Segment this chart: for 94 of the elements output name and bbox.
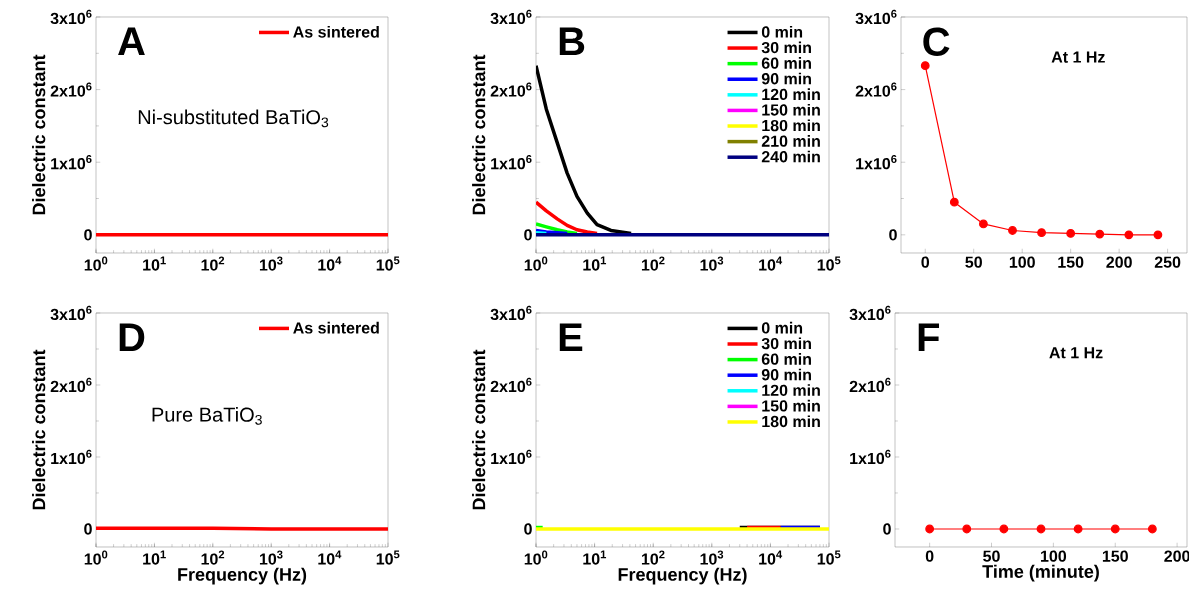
x-axis-title: Frequency (Hz) (178, 567, 307, 585)
x-tick-label: 10$^{0}$ (84, 256, 108, 271)
x-tick-label: 200 (1164, 550, 1189, 562)
x-tick-label: 10$^{1}$ (583, 256, 607, 271)
x-tick-label: 10$^{3}$ (700, 256, 724, 271)
legend-label: 120 min (762, 384, 820, 396)
x-axis-title: Time (minute) (982, 564, 1099, 582)
legend-label: 240 min (761, 150, 820, 163)
annotation: Pure BaTiO$_{3}$ (152, 407, 262, 425)
y-tick-label: 3x10$^{6}$ (849, 305, 891, 321)
legend-label: 150 min (762, 399, 820, 412)
y-tick-label: 1x10$^{6}$ (491, 155, 532, 170)
x-tick-label: 10$^{4}$ (318, 550, 342, 565)
y-tick-label: 0 (524, 229, 532, 241)
y-tick-label: 2x10$^{6}$ (490, 377, 532, 393)
x-tick-label: 10$^{1}$ (583, 550, 607, 565)
x-tick-label: 10$^{4}$ (759, 550, 783, 565)
y-tick-label: 3x10$^{6}$ (855, 9, 897, 25)
y-tick-label: 1x10$^{6}$ (491, 449, 532, 465)
x-tick-label: 0 (925, 550, 934, 562)
x-tick-label: 50 (965, 256, 982, 268)
y-tick-label: 1x10$^{6}$ (51, 449, 92, 465)
x-tick-label: 10$^{2}$ (641, 256, 665, 271)
x-tick-label: 10$^{3}$ (259, 550, 283, 565)
x-tick-label: 100 (1041, 550, 1067, 562)
x-tick-label: 10$^{5}$ (376, 550, 400, 565)
annotation: A (118, 27, 145, 56)
y-tick-label: 0 (524, 523, 532, 535)
annotation: At 1 Hz (1051, 51, 1105, 63)
x-tick-label: 10$^{5}$ (817, 550, 841, 565)
x-tick-label: 10$^{4}$ (318, 256, 342, 271)
x-tick-label: 10$^{3}$ (259, 256, 283, 271)
annotation: B (559, 27, 585, 56)
y-tick-label: 1x10$^{6}$ (850, 449, 891, 465)
y-tick-label: 3x10$^{6}$ (490, 9, 532, 25)
y-tick-label: 1x10$^{6}$ (51, 155, 92, 170)
x-tick-label: 10$^{2}$ (641, 550, 665, 565)
x-tick-label: 10$^{2}$ (201, 550, 225, 565)
annotation: C (923, 27, 950, 56)
x-tick-label: 10$^{0}$ (84, 550, 108, 565)
x-tick-label: 150 (1058, 256, 1084, 268)
y-axis-title: Dielectric constant (32, 54, 46, 215)
legend-label: 90 min (761, 72, 811, 85)
x-tick-label: 250 (1154, 256, 1181, 268)
legend-label: 0 min (761, 321, 803, 334)
x-tick-label: 10$^{5}$ (376, 256, 400, 271)
legend-label: As sintered (293, 25, 379, 38)
y-axis-title: Dielectric constant (32, 349, 46, 510)
legend-label: 120 min (762, 88, 820, 101)
x-tick-label: 10$^{4}$ (759, 256, 783, 271)
x-tick-label: 150 (1102, 550, 1128, 562)
legend-label: 30 min (761, 41, 811, 54)
x-tick-label: 10$^{3}$ (700, 550, 724, 565)
legend-label: 60 min (761, 353, 811, 365)
legend-label: 150 min (762, 103, 820, 116)
y-tick-label: 0 (84, 523, 92, 535)
legend-label: 90 min (761, 368, 811, 381)
annotation: D (119, 323, 145, 352)
legend-label: 30 min (761, 337, 811, 350)
y-axis-title: Dielectric constant (472, 54, 486, 215)
annotation: Ni-substituted BaTiO$_{3}$ (138, 109, 329, 128)
legend-label: As sintered (293, 321, 379, 334)
x-tick-label: 100 (1009, 256, 1035, 268)
x-tick-label: 10$^{0}$ (524, 550, 548, 565)
y-tick-label: 2x10$^{6}$ (50, 377, 92, 393)
legend-label: 180 min (762, 415, 820, 428)
y-tick-label: 0 (883, 523, 891, 535)
x-tick-label: 10$^{0}$ (524, 256, 548, 271)
legend-label: 0 min (761, 25, 803, 38)
x-tick-label: 200 (1106, 256, 1132, 268)
x-axis-title: Frequency (Hz) (618, 567, 747, 585)
annotation: At 1 Hz (1049, 347, 1103, 359)
legend-label: 180 min (762, 119, 820, 132)
x-tick-label: 10$^{1}$ (143, 256, 166, 271)
x-tick-label: 50 (983, 550, 1000, 562)
x-tick-label: 10$^{1}$ (143, 550, 166, 565)
y-tick-label: 3x10$^{6}$ (490, 305, 532, 321)
y-axis-title: Dielectric constant (472, 349, 486, 510)
y-tick-label: 0 (84, 229, 92, 241)
y-tick-label: 2x10$^{6}$ (855, 82, 897, 97)
legend-label: 60 min (761, 57, 811, 69)
y-tick-label: 3x10$^{6}$ (50, 9, 92, 25)
legend-label: 210 min (761, 135, 820, 147)
y-tick-label: 1x10$^{6}$ (856, 155, 897, 170)
y-tick-label: 3x10$^{6}$ (50, 305, 92, 321)
annotation: E (559, 323, 583, 352)
x-tick-label: 10$^{2}$ (201, 256, 225, 271)
x-tick-label: 0 (921, 256, 930, 268)
y-tick-label: 0 (889, 229, 897, 241)
y-tick-label: 2x10$^{6}$ (849, 377, 891, 393)
x-tick-label: 10$^{5}$ (817, 256, 841, 271)
annotation: F (918, 323, 940, 352)
y-tick-label: 2x10$^{6}$ (490, 82, 532, 97)
y-tick-label: 2x10$^{6}$ (50, 82, 92, 97)
